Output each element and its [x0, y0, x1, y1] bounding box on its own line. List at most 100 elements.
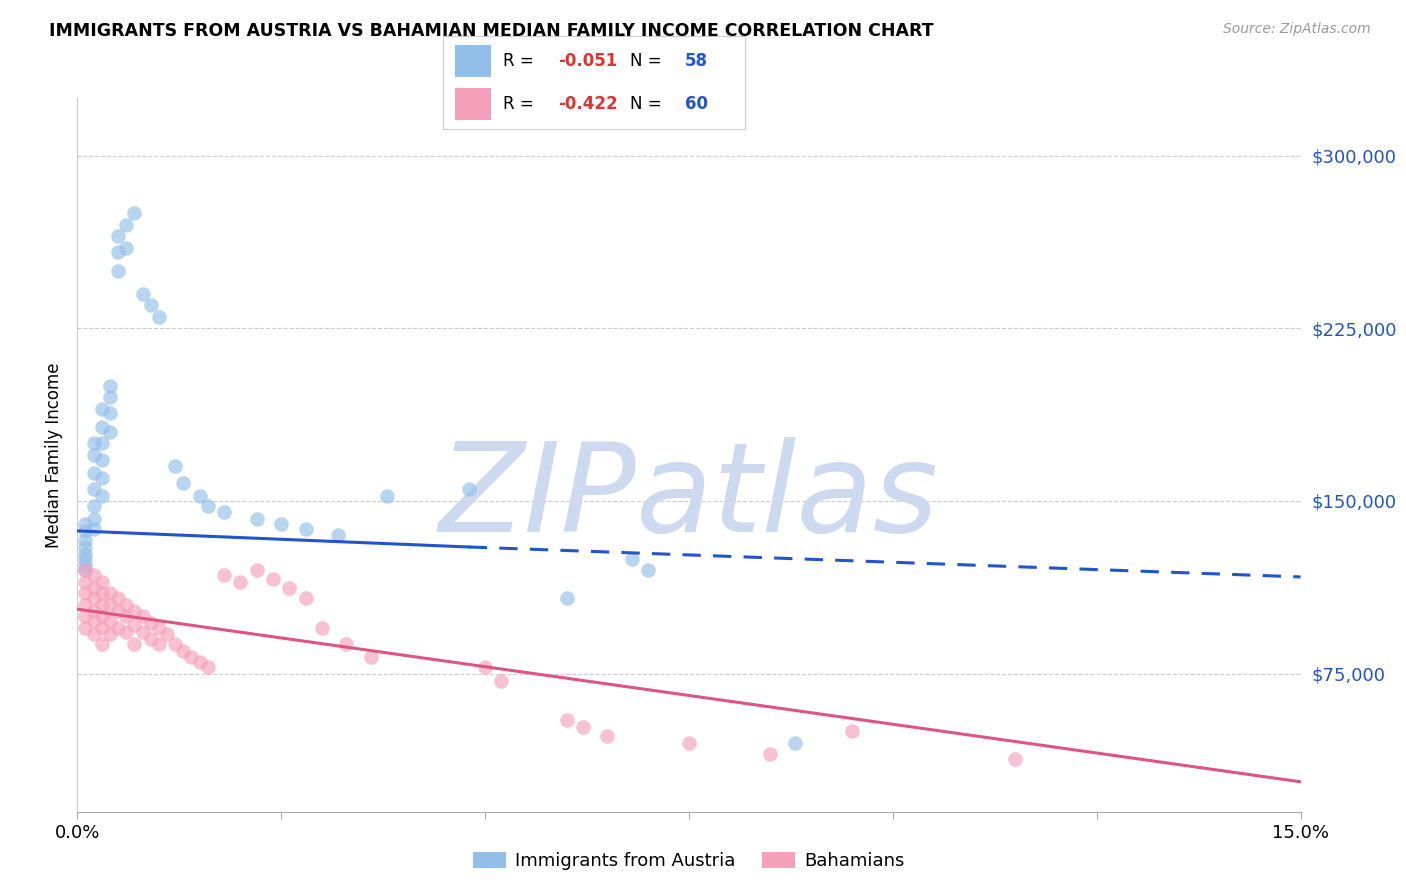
Point: [75, 609, 97, 624]
Point: [98, 425, 121, 439]
Point: [131, 609, 153, 624]
Point: [172, 643, 194, 657]
Point: [246, 563, 269, 577]
Point: [165, 637, 187, 651]
Point: [156, 627, 179, 641]
Point: [474, 659, 496, 673]
Point: [75, 563, 97, 577]
Y-axis label: Median Family Income: Median Family Income: [45, 362, 63, 548]
Point: [165, 459, 187, 474]
Point: [107, 264, 129, 278]
Point: [98, 390, 121, 404]
Point: [90, 621, 112, 635]
Point: [90, 452, 112, 467]
Point: [139, 632, 162, 646]
Bar: [456, 88, 491, 120]
Point: [124, 618, 146, 632]
Point: [620, 551, 643, 566]
Point: [75, 533, 97, 547]
Point: [107, 621, 129, 635]
Point: [107, 591, 129, 605]
Point: [172, 475, 194, 490]
Bar: [456, 45, 491, 77]
Point: [212, 506, 235, 520]
Point: [115, 218, 138, 232]
Point: [107, 245, 129, 260]
Text: R =: R =: [503, 52, 534, 70]
Point: [90, 401, 112, 416]
Point: [139, 615, 162, 630]
Point: [491, 673, 513, 688]
Point: [124, 637, 146, 651]
Text: N =: N =: [630, 52, 662, 70]
Point: [294, 522, 316, 536]
Point: [783, 736, 806, 750]
Point: [83, 582, 105, 596]
Point: [83, 567, 105, 582]
Point: [90, 489, 112, 503]
Text: 58: 58: [685, 52, 707, 70]
Point: [83, 436, 105, 450]
Point: [841, 724, 863, 739]
Point: [124, 604, 146, 618]
Point: [90, 436, 112, 450]
Point: [124, 206, 146, 220]
Point: [75, 598, 97, 612]
Text: R =: R =: [503, 95, 534, 113]
Point: [75, 574, 97, 589]
Point: [83, 512, 105, 526]
Point: [115, 609, 138, 624]
Point: [83, 522, 105, 536]
Point: [75, 558, 97, 573]
Point: [197, 499, 219, 513]
Text: 60: 60: [685, 95, 707, 113]
Point: [98, 379, 121, 393]
Point: [115, 625, 138, 640]
Point: [75, 547, 97, 561]
Point: [98, 586, 121, 600]
Point: [83, 627, 105, 641]
Point: [83, 591, 105, 605]
Point: [270, 516, 292, 531]
Point: [188, 489, 211, 503]
Point: [148, 310, 170, 324]
Point: [115, 241, 138, 255]
Point: [197, 659, 219, 673]
Point: [294, 591, 316, 605]
Point: [131, 286, 153, 301]
Point: [229, 574, 252, 589]
Point: [596, 729, 619, 743]
Point: [98, 627, 121, 641]
Point: [131, 625, 153, 640]
Point: [555, 713, 578, 727]
Point: [180, 650, 202, 665]
Point: [678, 736, 700, 750]
Text: Source: ZipAtlas.com: Source: ZipAtlas.com: [1223, 22, 1371, 37]
Point: [311, 621, 333, 635]
Point: [278, 582, 301, 596]
Text: IMMIGRANTS FROM AUSTRIA VS BAHAMIAN MEDIAN FAMILY INCOME CORRELATION CHART: IMMIGRANTS FROM AUSTRIA VS BAHAMIAN MEDI…: [49, 22, 934, 40]
Point: [98, 407, 121, 421]
Point: [90, 598, 112, 612]
Point: [75, 516, 97, 531]
Point: [139, 298, 162, 312]
Point: [115, 598, 138, 612]
Text: -0.422: -0.422: [558, 95, 617, 113]
Point: [457, 483, 479, 497]
Point: [759, 747, 782, 761]
Point: [360, 650, 382, 665]
Point: [83, 483, 105, 497]
Point: [107, 604, 129, 618]
Point: [75, 540, 97, 554]
Point: [98, 614, 121, 628]
Legend: Immigrants from Austria, Bahamians: Immigrants from Austria, Bahamians: [467, 845, 911, 878]
Point: [375, 489, 398, 503]
Point: [83, 604, 105, 618]
Point: [75, 621, 97, 635]
Point: [90, 637, 112, 651]
Point: [83, 499, 105, 513]
Point: [83, 614, 105, 628]
Point: [75, 586, 97, 600]
Text: ZIPatlas: ZIPatlas: [439, 437, 939, 558]
Point: [98, 598, 121, 612]
